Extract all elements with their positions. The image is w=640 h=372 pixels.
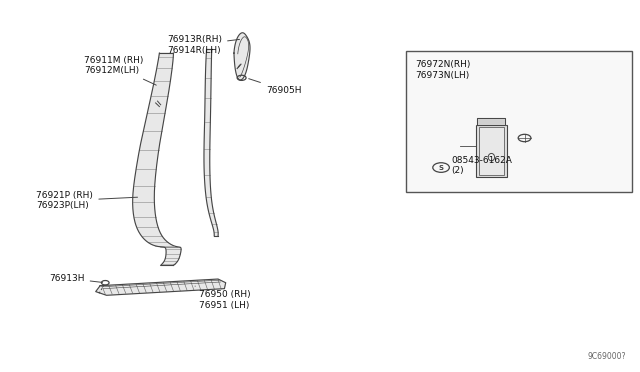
Text: 76921P (RH)
76923P(LH): 76921P (RH) 76923P(LH) (36, 191, 138, 211)
Polygon shape (204, 49, 218, 236)
Ellipse shape (488, 153, 495, 161)
Polygon shape (96, 279, 226, 295)
Bar (406, 51, 632, 192)
Text: 76913R(RH)
76914R(LH): 76913R(RH) 76914R(LH) (167, 35, 239, 55)
Text: S: S (438, 164, 444, 170)
Polygon shape (477, 118, 506, 125)
Text: 76950 (RH)
76951 (LH): 76950 (RH) 76951 (LH) (195, 286, 250, 310)
Polygon shape (132, 53, 181, 265)
Bar (476, 125, 507, 177)
Text: 76913H: 76913H (49, 274, 102, 283)
Text: 76911M (RH)
76912M(LH): 76911M (RH) 76912M(LH) (84, 56, 156, 85)
Bar (479, 127, 504, 175)
Text: 76905H: 76905H (249, 78, 301, 94)
Polygon shape (234, 33, 250, 80)
Text: 9C69000?: 9C69000? (588, 352, 626, 361)
Text: 76972N(RH)
76973N(LH): 76972N(RH) 76973N(LH) (415, 61, 471, 80)
Text: 08543-6162A
(2): 08543-6162A (2) (451, 156, 512, 175)
